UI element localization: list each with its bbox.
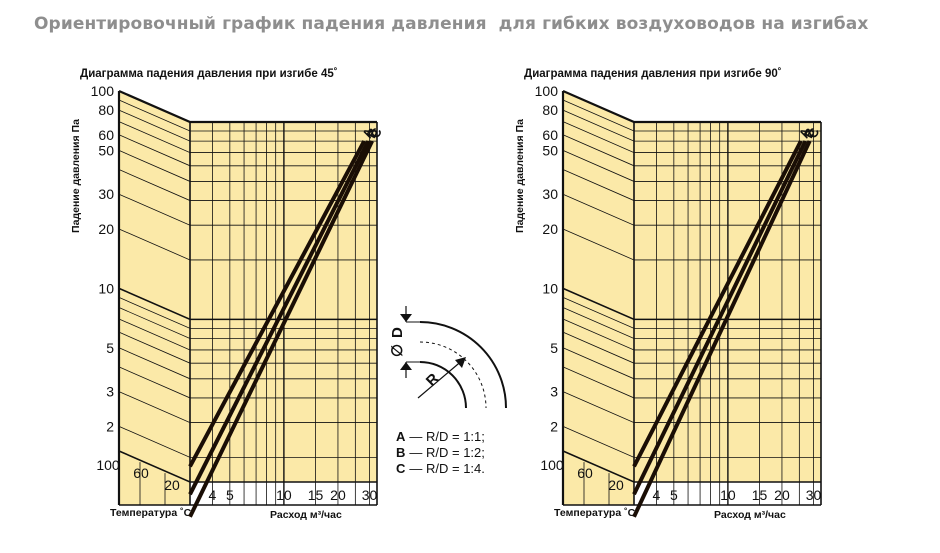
x-tick-label: 15 [308, 487, 324, 503]
x-axis-label: Расход м³/час [270, 509, 342, 521]
frame-baseline [118, 450, 377, 483]
y-tick-label: 10 [98, 280, 114, 296]
legend: A — R/D = 1:1; B — R/D = 1:2; C — R/D = 1:4… [396, 429, 485, 476]
y-tick-label: 80 [98, 102, 114, 118]
series-line-a [188, 140, 366, 468]
y-tick-label: 30 [542, 186, 558, 202]
radius-label: R [423, 370, 443, 390]
y-tick-label: 50 [98, 142, 114, 158]
y-tick-label: 2 [106, 418, 114, 434]
x-tick-label: 5 [670, 487, 678, 503]
chart-title: Диаграмма падения давления при изгибе 45… [80, 68, 338, 80]
temp-tick-label: 20 [164, 477, 180, 493]
y-tick-label: 5 [106, 340, 114, 356]
x-tick-label: 20 [774, 487, 790, 503]
y-tick-label: 5 [550, 340, 558, 356]
y-tick-label: 30 [98, 186, 114, 202]
temperature-label: Температура ˚С [554, 507, 636, 519]
series-line-a [632, 140, 803, 468]
temp-tick-label: 60 [577, 465, 593, 481]
y-tick-label: 3 [106, 384, 114, 400]
temp-tick-label: 100 [96, 457, 120, 473]
frame-baseline [562, 450, 821, 483]
y-tick-label: 100 [535, 83, 559, 99]
y-axis-label: Падение давления Па [70, 119, 82, 233]
x-tick-label: 10 [720, 487, 736, 503]
x-tick-label: 20 [330, 487, 346, 503]
bend-diagram: ∅ D R [389, 306, 507, 409]
x-axis-label: Расход м³/час [714, 509, 786, 521]
temperature-label: Температура ˚С [110, 507, 192, 519]
temp-tick-label: 100 [540, 457, 564, 473]
legend-item-a: A — R/D = 1:1; [396, 429, 485, 444]
series-line-c [188, 140, 374, 518]
y-tick-label: 60 [98, 127, 114, 143]
temp-tick-label: 20 [608, 477, 624, 493]
diameter-symbol: ∅ [389, 344, 406, 357]
legend-item-c: C — R/D = 1:4. [396, 461, 485, 476]
y-tick-label: 100 [91, 83, 115, 99]
x-tick-label: 4 [209, 487, 217, 503]
y-tick-label: 50 [542, 142, 558, 158]
diameter-label: D [389, 327, 406, 338]
series-line-b [632, 140, 808, 496]
temp-tick-label: 60 [133, 465, 149, 481]
x-tick-label: 30 [806, 487, 822, 503]
y-tick-label: 2 [550, 418, 558, 434]
chart-title: Диаграмма падения давления при изгибе 90… [524, 68, 782, 80]
temperature-footer [563, 451, 634, 505]
legend-item-b: B — R/D = 1:2; [396, 445, 485, 460]
y-tick-label: 3 [550, 384, 558, 400]
x-tick-label: 4 [653, 487, 661, 503]
x-tick-label: 30 [362, 487, 378, 503]
series-line-b [188, 140, 371, 496]
x-tick-label: 15 [752, 487, 768, 503]
page-title: Ориентировочный график падения давления … [34, 14, 869, 34]
y-tick-label: 80 [542, 102, 558, 118]
y-tick-label: 10 [542, 280, 558, 296]
y-tick-label: 60 [542, 127, 558, 143]
x-tick-label: 5 [226, 487, 234, 503]
temperature-panel [119, 91, 190, 482]
y-tick-label: 20 [98, 221, 114, 237]
x-tick-label: 10 [276, 487, 292, 503]
y-tick-label: 20 [542, 221, 558, 237]
series-line-c [632, 140, 812, 518]
temperature-footer [119, 451, 190, 505]
temperature-panel [563, 91, 634, 482]
y-axis-label: Падение давления Па [514, 119, 526, 233]
